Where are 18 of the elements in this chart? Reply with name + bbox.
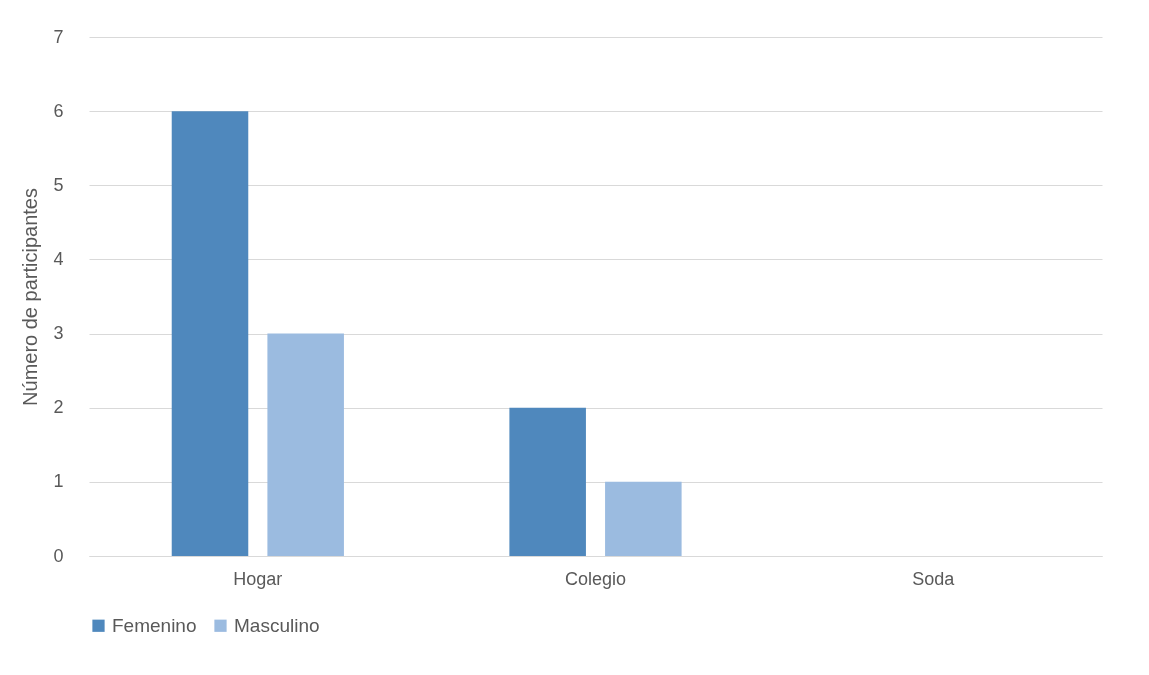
- y-tick-label: 0: [53, 545, 64, 566]
- bar: [509, 407, 586, 556]
- x-tick-label: Soda: [912, 568, 956, 589]
- y-tick-label: 7: [53, 26, 64, 47]
- bar: [171, 111, 249, 556]
- legend-label: Masculino: [234, 614, 320, 636]
- x-tick-label: Colegio: [564, 568, 627, 589]
- y-axis-title: Número de participantes: [19, 188, 42, 406]
- y-tick-label: 5: [53, 174, 64, 195]
- y-tick-label: 4: [53, 248, 64, 269]
- bar: [605, 481, 682, 556]
- legend-label: Femenino: [112, 614, 197, 636]
- bar: [267, 333, 344, 556]
- x-tick-label: Hogar: [233, 568, 283, 589]
- y-tick-label: 2: [53, 397, 64, 418]
- y-tick-label: 6: [53, 100, 64, 121]
- y-tick-label: 3: [53, 323, 64, 344]
- y-tick-label: 1: [53, 471, 64, 492]
